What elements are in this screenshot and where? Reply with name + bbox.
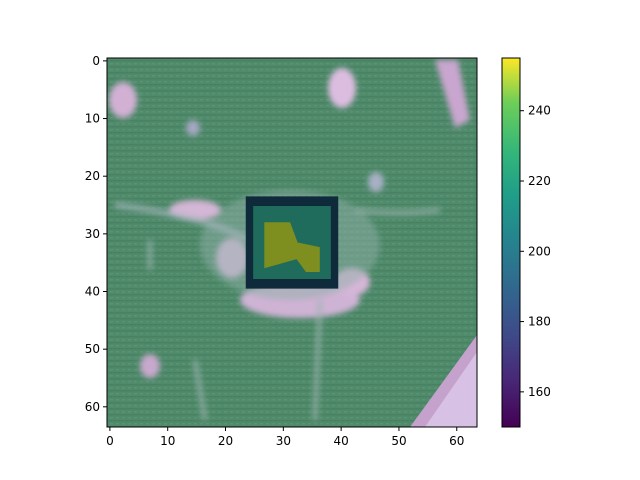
x-axis: 0 10 20 30 40 50 60 [106, 427, 464, 448]
x-tick-label: 40 [334, 434, 349, 448]
x-tick-label: 30 [276, 434, 291, 448]
y-tick-label: 0 [92, 54, 100, 68]
x-tick-label: 60 [449, 434, 464, 448]
colorbar-tick-label: 240 [528, 104, 551, 118]
colorbar-tick-label: 160 [528, 385, 551, 399]
x-tick-label: 0 [106, 434, 114, 448]
colorbar [502, 58, 520, 427]
x-tick-label: 50 [391, 434, 406, 448]
y-tick-label: 60 [85, 400, 100, 414]
image-frame [106, 57, 478, 428]
heatmap-image [107, 58, 477, 427]
y-tick-label: 40 [85, 285, 100, 299]
colorbar-tick-label: 220 [528, 174, 551, 188]
colorbar-tick-label: 200 [528, 244, 551, 258]
y-axis: 0 10 20 30 40 50 60 [85, 54, 107, 414]
colorbar-frame [501, 57, 521, 428]
x-tick-label: 20 [218, 434, 233, 448]
colorbar-tick-label: 180 [528, 315, 551, 329]
overlay-box [245, 196, 339, 289]
y-tick-label: 10 [85, 112, 100, 126]
y-tick-label: 30 [85, 227, 100, 241]
x-tick-label: 10 [160, 434, 175, 448]
y-tick-label: 50 [85, 342, 100, 356]
colorbar-axis: 160 180 200 220 240 [520, 104, 551, 399]
corner-feature-light [425, 352, 477, 427]
y-tick-label: 20 [85, 169, 100, 183]
